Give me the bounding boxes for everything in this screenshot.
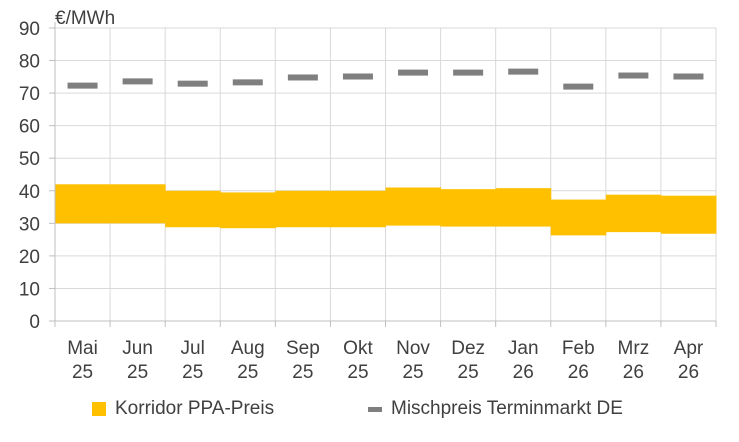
market-price-marker <box>67 82 98 89</box>
corridor-bar <box>660 195 717 234</box>
x-tick-label-year: 25 <box>347 362 368 383</box>
x-tick-label-year: 26 <box>678 362 699 383</box>
y-tick-label: 10 <box>19 279 40 300</box>
x-tick-label-year: 25 <box>458 362 479 383</box>
x-tick-label-month: Sep <box>286 338 320 359</box>
market-price-marker <box>122 78 153 85</box>
corridor-bar <box>385 187 442 226</box>
x-tick-label-year: 25 <box>237 362 258 383</box>
x-tick-label-year: 25 <box>292 362 313 383</box>
x-tick-label-year: 25 <box>72 362 93 383</box>
x-tick-label-month: Jul <box>181 338 205 359</box>
legend-swatch-corridor <box>92 402 106 416</box>
legend-label-market: Mischpreis Terminmarkt DE <box>391 398 623 419</box>
x-tick-label-month: Jun <box>122 338 153 359</box>
y-tick-label: 70 <box>19 84 40 105</box>
market-price-marker <box>342 73 373 80</box>
x-tick-label-year: 26 <box>623 362 644 383</box>
corridor-bar <box>165 190 221 228</box>
y-tick-label: 90 <box>19 19 40 40</box>
legend: Korridor PPA-Preis Mischpreis Terminmark… <box>0 398 739 428</box>
y-tick-label: 40 <box>19 182 40 203</box>
market-price-marker <box>287 74 318 81</box>
y-tick-label: 30 <box>19 214 40 235</box>
market-price-marker <box>673 73 704 80</box>
x-tick-label-month: Jan <box>508 338 539 359</box>
x-tick-label-month: Mai <box>67 338 98 359</box>
legend-swatch-market <box>368 406 382 412</box>
market-price-marker <box>398 69 429 76</box>
y-tick-label: 80 <box>19 52 40 73</box>
corridor-bar <box>110 184 166 224</box>
y-tick-label: 20 <box>19 247 40 268</box>
x-tick-label-month: Mrz <box>618 338 650 359</box>
market-price-marker <box>453 69 484 76</box>
market-price-marker <box>232 79 263 86</box>
legend-item-corridor: Korridor PPA-Preis <box>92 398 274 420</box>
x-tick-label-month: Apr <box>674 338 704 359</box>
y-axis-unit-label: €/MWh <box>55 8 115 29</box>
corridor-bar <box>55 184 111 224</box>
market-price-marker <box>177 80 208 87</box>
x-tick-label-year: 25 <box>402 362 423 383</box>
corridor-bar <box>220 192 276 229</box>
chart-canvas: 0 10 20 30 40 50 60 70 80 90 Mai 25 Jun 25 Jul 25 Aug 25 S… <box>19 8 717 383</box>
x-tick-label-year: 25 <box>127 362 148 383</box>
market-price-marker <box>563 83 594 90</box>
corridor-bar <box>330 190 386 228</box>
y-tick-label: 0 <box>29 312 40 333</box>
x-tick-label-year: 25 <box>182 362 203 383</box>
y-tick-label: 60 <box>19 117 40 138</box>
corridor-bar <box>440 189 497 227</box>
legend-item-market: Mischpreis Terminmarkt DE <box>368 398 623 420</box>
market-price-marker <box>618 72 649 79</box>
x-tick-label-month: Aug <box>231 338 265 359</box>
legend-label-corridor: Korridor PPA-Preis <box>115 398 275 419</box>
corridor-bar <box>550 199 607 236</box>
x-tick-label-month: Feb <box>562 338 595 359</box>
x-tick-label-month: Okt <box>343 338 373 359</box>
corridor-bar <box>495 188 552 227</box>
x-tick-label-month: Nov <box>396 338 430 359</box>
y-tick-label: 50 <box>19 149 40 170</box>
x-tick-label-month: Dez <box>451 338 485 359</box>
x-tick-label-year: 26 <box>568 362 589 383</box>
x-tick-label-year: 26 <box>513 362 534 383</box>
market-price-marker <box>508 68 539 75</box>
corridor-bar <box>275 190 331 228</box>
corridor-bar <box>605 194 662 233</box>
